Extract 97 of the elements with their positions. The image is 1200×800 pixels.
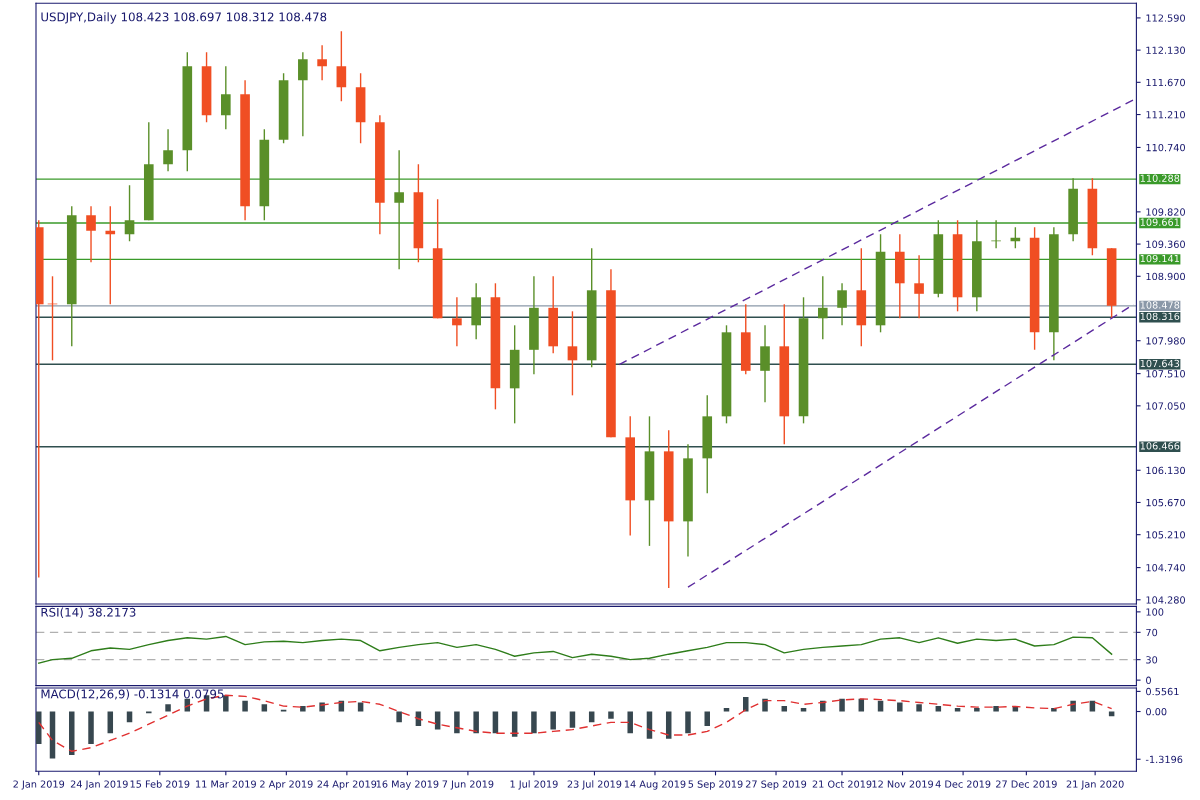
- bar: [454, 711, 460, 734]
- ref-line-label: 106.466: [1140, 442, 1180, 450]
- bar: [897, 702, 903, 712]
- ref-line-label: 109.141: [1140, 254, 1180, 263]
- y-tick-label: 107.980: [1146, 337, 1185, 345]
- y-tick-label: 104.280: [1146, 596, 1185, 604]
- y-tick-label: 107.050: [1146, 402, 1185, 410]
- candlestick: [163, 128, 173, 172]
- bar: [608, 711, 614, 719]
- candlestick: [914, 254, 924, 319]
- x-tick-label: 24 Apr 2019: [317, 780, 377, 790]
- text: USDJPY,Daily 108.423 108.697 108.312 108.478: [41, 12, 327, 24]
- bar: [935, 706, 942, 712]
- bar: [839, 698, 845, 712]
- x-tick-label: 12 Nov 2019: [872, 780, 934, 788]
- bar: [357, 702, 364, 712]
- bar: [165, 704, 171, 712]
- x-tick-label: 23 Jul 2019: [567, 780, 622, 790]
- y-tick-label: 109.360: [1146, 240, 1185, 248]
- x-tick-label: 24 Jan 2019: [70, 780, 128, 790]
- bar: [88, 711, 94, 745]
- candlestick: [817, 275, 828, 341]
- bar: [627, 711, 633, 734]
- y-tick-label: 105.670: [1146, 498, 1185, 507]
- x-tick-label: 4 Dec 2019: [935, 780, 991, 788]
- bar: [242, 700, 248, 712]
- x-tick-label: 5 Sep 2019: [688, 780, 743, 790]
- y-tick-label: 111.670: [1146, 78, 1185, 87]
- line-series: [38, 635, 1113, 664]
- x-tick-label: 16 May 2019: [376, 780, 439, 790]
- x-tick-label: 27 Dec 2019: [996, 780, 1057, 788]
- y-tick-label: 0: [1146, 676, 1151, 684]
- x-tick-label: 14 Aug 2019: [624, 780, 686, 790]
- candlestick: [336, 30, 347, 102]
- y-tick-label: 70: [1146, 628, 1158, 637]
- bar: [69, 711, 75, 755]
- y-tick-label: 0.5561: [1146, 687, 1179, 696]
- y-tick-label: 104.740: [1146, 564, 1185, 572]
- ref-line-label: 108.316: [1140, 312, 1180, 321]
- bar: [743, 697, 749, 712]
- bar: [396, 711, 402, 723]
- bar: [877, 700, 884, 712]
- candlestick: [124, 184, 135, 242]
- y-tick-label: 108.900: [1146, 272, 1185, 281]
- bar: [781, 706, 788, 712]
- x-tick-label: 11 Mar 2019: [196, 780, 256, 788]
- bar: [550, 711, 556, 730]
- y-tick-label: 106.130: [1146, 466, 1185, 475]
- bar: [261, 704, 268, 712]
- y-tick-label: 0.00: [1146, 707, 1167, 716]
- x-tick-label: 7 Jun 2019: [442, 780, 494, 790]
- bar: [704, 711, 710, 726]
- x-tick-label: 27 Sep 2019: [745, 780, 807, 790]
- y-tick-label: 105.210: [1146, 531, 1185, 539]
- y-tick-label: -1.3196: [1145, 755, 1183, 764]
- bar: [800, 707, 807, 712]
- x-tick-label: 21 Oct 2019: [812, 780, 872, 788]
- bar: [36, 711, 42, 745]
- bar: [300, 706, 306, 712]
- ref-line-label: 107.643: [1140, 359, 1180, 368]
- bar: [531, 711, 537, 734]
- bar: [1089, 700, 1096, 712]
- candlestick: [567, 310, 578, 397]
- bar: [223, 695, 229, 712]
- chart-title: MACD(12,26,9) -0.1314 0.0795: [41, 689, 224, 700]
- candlestick: [317, 44, 327, 81]
- bar: [993, 706, 999, 712]
- bar: [473, 711, 479, 734]
- y-tick-label: 111.210: [1146, 111, 1185, 119]
- bar: [954, 707, 961, 712]
- y-tick-label: 30: [1146, 656, 1158, 664]
- bar: [916, 704, 922, 712]
- y-tick-label: 109.820: [1146, 208, 1185, 216]
- y-tick-label: 110.740: [1146, 143, 1185, 152]
- candlestick: [221, 65, 231, 130]
- ref-line-label: 110.288: [1140, 174, 1180, 182]
- x-tick-label: 21 Jan 2020: [1066, 780, 1124, 790]
- bar: [723, 707, 730, 712]
- x-tick-label: 2 Jan 2019: [13, 780, 65, 790]
- y-tick-label: 100: [1146, 608, 1164, 616]
- chart-title: RSI(14) 38.2173: [41, 607, 136, 619]
- candlestick: [452, 296, 462, 348]
- y-tick-label: 112.590: [1146, 14, 1185, 22]
- bar: [685, 711, 691, 734]
- candlestick: [837, 282, 847, 327]
- y-tick-label: 107.510: [1146, 370, 1185, 378]
- bar: [974, 707, 980, 712]
- ref-line-label: 108.478: [1140, 301, 1180, 309]
- x-tick-label: 2 Apr 2019: [260, 780, 313, 790]
- y-tick-label: 112.130: [1146, 46, 1185, 54]
- candlestick: [394, 149, 404, 270]
- bar: [762, 698, 768, 712]
- x-tick-label: 15 Feb 2019: [130, 780, 190, 788]
- ref-line-label: 109.661: [1140, 218, 1180, 226]
- x-tick-label: 1 Jul 2019: [510, 780, 558, 790]
- candlestick: [86, 205, 96, 263]
- candlestick: [298, 51, 308, 137]
